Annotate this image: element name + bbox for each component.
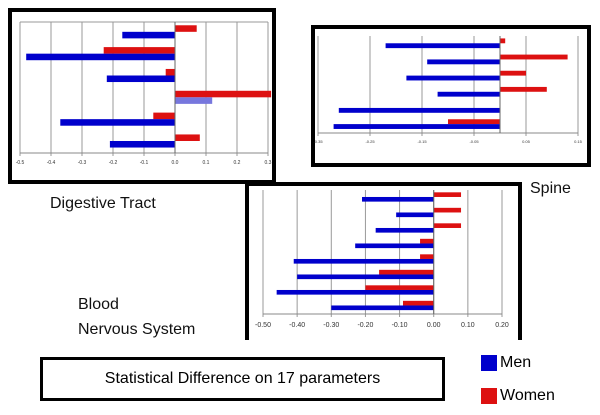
spine-tick-label: -0.35 — [313, 139, 323, 144]
digestive-tick-label: 0.3 — [265, 160, 272, 166]
digestive-tick-label: 0.0 — [172, 160, 179, 166]
summary-text: Statistical Difference on 17 parameters — [104, 370, 381, 387]
blood-bar-men — [276, 289, 434, 295]
legend-label-women: Women — [500, 387, 555, 404]
blood-bar-women — [365, 285, 434, 290]
digestive-tick-label: -0.3 — [78, 160, 87, 166]
digestive-tick-label: 0.1 — [203, 160, 210, 166]
blood-bar-men — [396, 212, 434, 218]
blood-tick-label: -0.40 — [289, 322, 305, 329]
digestive-bar-women — [175, 134, 200, 141]
spine-bar-women — [500, 70, 526, 76]
legend-men: Men — [481, 354, 531, 372]
blood-tick-label: -0.30 — [323, 322, 339, 329]
blood-tick-label: 0.20 — [495, 322, 509, 329]
digestive-tick-label: -0.5 — [16, 160, 25, 166]
spine-chart-frame — [311, 25, 591, 167]
digestive-bar-men — [26, 53, 176, 61]
blood-bar-women — [433, 192, 462, 197]
spine-label: Spine — [530, 180, 571, 197]
legend-label-men: Men — [500, 354, 532, 371]
spine-bar-women — [500, 38, 506, 44]
digestive-bar-women — [153, 112, 175, 120]
digestive-bar-women — [175, 25, 197, 32]
blood-bar-women — [379, 269, 434, 275]
blood-tick-label: 0.00 — [427, 322, 441, 329]
blood-bar-women — [402, 300, 434, 306]
blood-tick-label: -0.20 — [357, 322, 373, 329]
digestive-chart-frame — [8, 8, 276, 184]
blood-tick-label: 0.10 — [461, 322, 475, 329]
summary-box: Statistical Difference on 17 parameters — [40, 357, 445, 401]
blood-bar-men — [362, 196, 434, 202]
spine-tick-label: 0.15 — [574, 139, 583, 144]
legend-swatch-women — [481, 388, 497, 404]
spine-bar-men — [406, 75, 500, 81]
digestive-bar-women — [103, 47, 175, 54]
digestive-bar-men — [122, 31, 175, 39]
blood-tick-label: -0.50 — [255, 322, 271, 329]
spine-tick-label: -0.15 — [417, 139, 427, 144]
spine-bar-men — [427, 59, 500, 65]
blood-chart-frame — [245, 182, 522, 340]
digestive-tick-label: -0.1 — [140, 160, 149, 166]
blood-label: Blood — [78, 296, 119, 313]
spine-bar-men — [385, 43, 500, 49]
spine-bar-women — [448, 119, 500, 125]
spine-tick-label: -0.05 — [469, 139, 479, 144]
digestive-tract-label: Digestive Tract — [50, 195, 156, 212]
digestive-bar-women — [175, 90, 272, 98]
blood-bar-women — [420, 254, 434, 259]
blood-bar-men — [355, 243, 434, 249]
blood-bar-men — [331, 305, 434, 311]
spine-bar-men — [338, 107, 500, 113]
blood-bar-men — [293, 258, 434, 264]
spine-bar-women — [500, 86, 547, 92]
spine-tick-label: -0.25 — [365, 139, 375, 144]
blood-bar-women — [433, 207, 462, 213]
blood-tick-label: -0.10 — [392, 322, 408, 329]
nervous-system-label: Nervous System — [78, 321, 196, 338]
spine-bar-men — [333, 124, 500, 129]
blood-bar-men — [375, 227, 434, 233]
legend-women: Women — [481, 387, 555, 405]
spine-tick-label: 0.05 — [522, 139, 531, 144]
blood-bar-men — [297, 274, 434, 280]
blood-bar-women — [433, 223, 462, 228]
spine-bar-men — [437, 91, 500, 97]
digestive-tick-label: 0.2 — [234, 160, 241, 166]
spine-bar-women — [500, 54, 568, 60]
digestive-bar-men — [106, 75, 175, 83]
digestive-bar-men — [109, 140, 175, 148]
digestive-bar-women — [165, 68, 175, 76]
blood-bar-women — [420, 238, 434, 244]
legend-swatch-men — [481, 355, 497, 371]
digestive-bar-men — [60, 119, 175, 126]
digestive-tick-label: -0.2 — [109, 160, 118, 166]
digestive-bar-men — [175, 97, 213, 104]
digestive-tick-label: -0.4 — [47, 160, 56, 166]
